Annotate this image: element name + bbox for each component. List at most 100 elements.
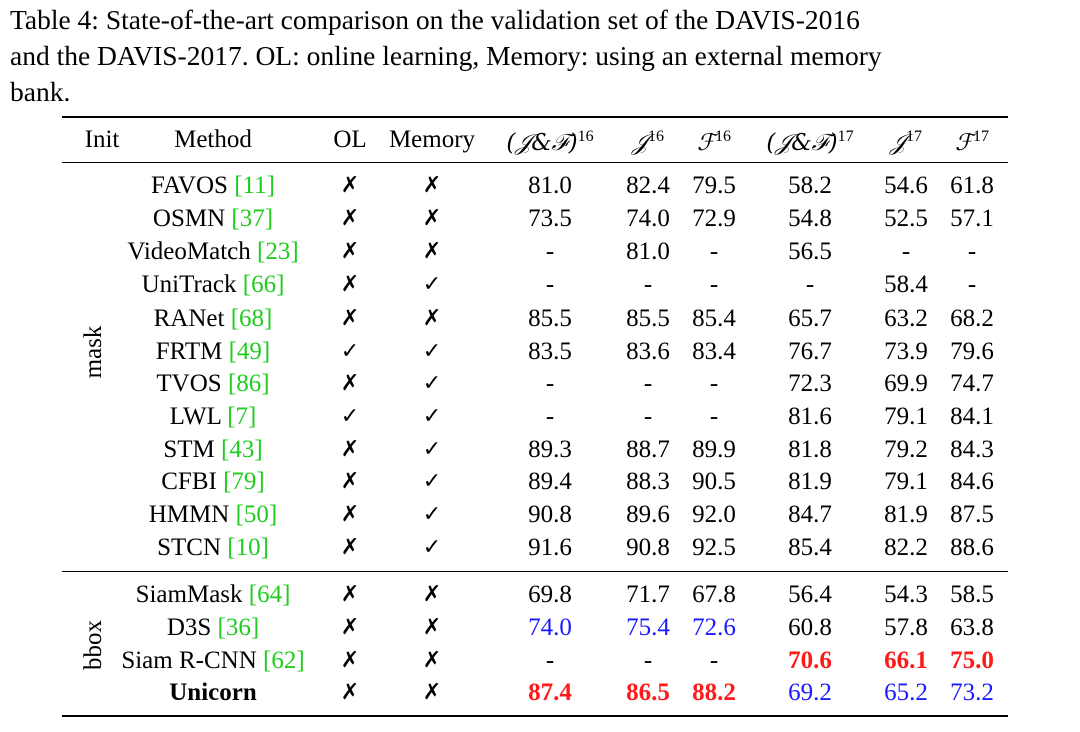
method-cell: STCN [10] xyxy=(157,533,269,563)
citation-link[interactable]: [36] xyxy=(217,614,260,641)
value-f17: 88.6 xyxy=(950,534,994,561)
method-cell: OSMN [37] xyxy=(153,204,273,234)
value-j17: - xyxy=(901,238,911,265)
memory-check-icon: ✓ xyxy=(422,404,442,429)
method-cell: SiamMask [64] xyxy=(136,580,291,610)
method-cell: D3S [36] xyxy=(167,613,259,643)
method-name: LWL xyxy=(169,403,228,430)
value-j17: 66.1 xyxy=(884,647,928,674)
value-j16: 90.8 xyxy=(626,534,670,561)
method-name: Unicorn xyxy=(169,679,257,706)
value-jf17: 84.7 xyxy=(788,501,832,528)
method-cell: HMMN [50] xyxy=(149,500,277,530)
method-cell: STM [43] xyxy=(163,435,262,465)
citation-link[interactable]: [10] xyxy=(227,534,269,561)
header-f17: ℱ17 xyxy=(955,122,989,158)
value-j17: 57.8 xyxy=(884,614,928,641)
value-f17: 84.1 xyxy=(950,403,994,430)
value-f16: 92.0 xyxy=(692,501,736,528)
memory-cross-icon: ✗ xyxy=(422,648,442,673)
value-f17: 87.5 xyxy=(950,501,994,528)
value-f16: - xyxy=(709,647,719,674)
memory-cross-icon: ✗ xyxy=(422,582,442,607)
value-f17: - xyxy=(967,238,977,265)
caption-line-3: bank. xyxy=(10,76,71,107)
citation-link[interactable]: [79] xyxy=(223,468,265,495)
header-f17-symbol: ℱ xyxy=(954,130,974,156)
value-f17: 84.6 xyxy=(950,468,994,495)
value-f16: 72.9 xyxy=(692,205,736,232)
memory-check-icon: ✓ xyxy=(422,339,442,364)
value-jf16: - xyxy=(545,647,555,674)
value-j17: 73.9 xyxy=(884,338,928,365)
value-j16: 88.3 xyxy=(626,468,670,495)
value-f17: 58.5 xyxy=(950,581,994,608)
value-f16: 88.2 xyxy=(692,679,736,706)
ol-check-icon: ✓ xyxy=(340,404,360,429)
value-jf17: 85.4 xyxy=(788,534,832,561)
citation-link[interactable]: [23] xyxy=(257,238,299,265)
value-j16: - xyxy=(643,403,653,430)
citation-link[interactable]: [49] xyxy=(228,338,271,365)
citation-link[interactable]: [86] xyxy=(227,370,270,397)
header-f16-symbol: ℱ xyxy=(696,130,716,156)
citation-link[interactable]: [7] xyxy=(227,403,257,430)
citation-link[interactable]: [62] xyxy=(263,647,305,674)
value-jf16: 90.8 xyxy=(528,501,572,528)
value-jf16: 73.5 xyxy=(528,205,572,232)
value-j16: 81.0 xyxy=(626,238,670,265)
value-jf17: 81.8 xyxy=(788,436,832,463)
value-jf16: 91.6 xyxy=(528,534,572,561)
citation-link[interactable]: [64] xyxy=(248,581,291,608)
value-f16: - xyxy=(709,370,719,397)
ol-cross-icon: ✗ xyxy=(340,272,360,297)
method-cell: Unicorn xyxy=(169,678,257,708)
memory-cross-icon: ✗ xyxy=(422,206,442,231)
ol-cross-icon: ✗ xyxy=(340,173,360,198)
citation-link[interactable]: [68] xyxy=(230,305,273,332)
value-f16: 79.5 xyxy=(692,172,736,199)
ol-cross-icon: ✗ xyxy=(340,437,360,462)
ol-cross-icon: ✗ xyxy=(340,615,360,640)
value-f17: - xyxy=(967,271,977,298)
method-cell: UniTrack [66] xyxy=(142,270,285,300)
method-name: TVOS xyxy=(156,370,228,397)
header-j16-sup: 16 xyxy=(647,128,664,145)
value-f16: - xyxy=(709,271,719,298)
bottom-rule xyxy=(62,715,1008,717)
citation-link[interactable]: [37] xyxy=(231,205,274,232)
value-j16: 82.4 xyxy=(626,172,670,199)
ol-cross-icon: ✗ xyxy=(340,469,360,494)
header-j17: 𝒥17 xyxy=(890,122,922,158)
citation-link[interactable]: [43] xyxy=(221,436,263,463)
header-rule xyxy=(62,162,1008,163)
value-f17: 75.0 xyxy=(950,647,994,674)
header-f16: ℱ16 xyxy=(697,122,731,158)
header-ol: OL xyxy=(333,126,367,153)
value-f16: 92.5 xyxy=(692,534,736,561)
group-label-mask: mask xyxy=(80,325,107,379)
method-name: VideoMatch xyxy=(127,238,258,265)
value-jf17: 58.2 xyxy=(788,172,832,199)
value-jf17: 65.7 xyxy=(788,305,832,332)
method-cell: Siam R-CNN [62] xyxy=(121,646,304,676)
citation-link[interactable]: [11] xyxy=(234,172,275,199)
value-jf16: 74.0 xyxy=(528,614,572,641)
method-cell: LWL [7] xyxy=(170,402,257,432)
value-j16: 83.6 xyxy=(626,338,670,365)
citation-link[interactable]: [66] xyxy=(242,271,285,298)
value-f16: 90.5 xyxy=(692,468,736,495)
header-jf17: (𝒥&ℱ)17 xyxy=(766,122,853,158)
value-jf16: - xyxy=(545,370,555,397)
value-j17: 52.5 xyxy=(884,205,928,232)
header-f17-sup: 17 xyxy=(973,128,990,145)
ol-cross-icon: ✗ xyxy=(340,206,360,231)
memory-check-icon: ✓ xyxy=(422,272,442,297)
citation-link[interactable]: [50] xyxy=(235,501,278,528)
method-cell: TVOS [86] xyxy=(156,369,269,399)
method-name: STM xyxy=(163,436,221,463)
memory-cross-icon: ✗ xyxy=(422,306,442,331)
memory-check-icon: ✓ xyxy=(422,371,442,396)
value-j16: - xyxy=(643,370,653,397)
ol-cross-icon: ✗ xyxy=(340,239,360,264)
